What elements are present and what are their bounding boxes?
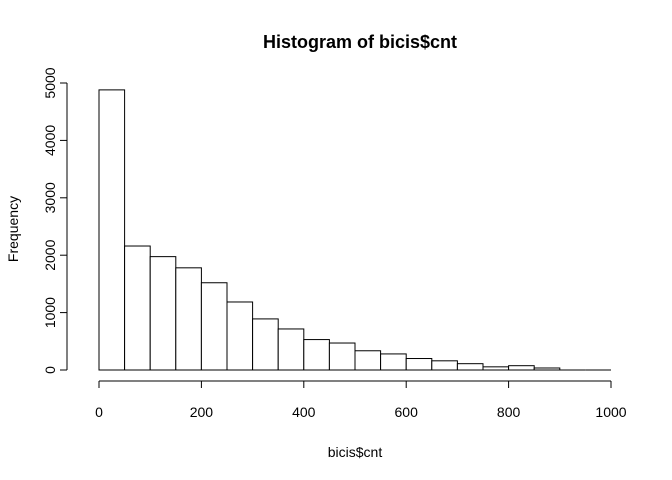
x-tick-label: 0 <box>95 404 103 420</box>
histogram-bar <box>303 339 330 371</box>
chart-title: Histogram of bicis$cnt <box>263 32 457 52</box>
histogram-bar <box>431 360 458 371</box>
histogram-bar <box>149 256 177 371</box>
x-tick-label: 200 <box>190 404 214 420</box>
y-tick-label: 1000 <box>42 297 58 328</box>
x-tick-label: 600 <box>395 404 419 420</box>
y-axis-label: Frequency <box>5 196 21 262</box>
x-tick-label: 400 <box>292 404 316 420</box>
y-tick-label: 3000 <box>42 182 58 213</box>
histogram-bar <box>277 328 305 371</box>
x-tick-label: 800 <box>497 404 521 420</box>
histogram-bar <box>456 363 484 371</box>
histogram-bar <box>380 353 407 371</box>
y-tick-label: 5000 <box>42 67 58 98</box>
y-axis: 0 1000 2000 3000 4000 5000 <box>42 67 68 374</box>
histogram-bar <box>328 342 356 371</box>
x-tick-label: 1000 <box>595 404 626 420</box>
histogram-bar <box>533 367 561 371</box>
histogram-bar <box>482 366 510 371</box>
histogram-bar <box>200 282 228 371</box>
x-axis: 0 200 400 600 800 1000 <box>95 380 627 420</box>
histogram-bar <box>405 358 433 371</box>
histogram-bar <box>226 301 254 371</box>
histogram-bar <box>124 245 151 371</box>
y-tick-label: 4000 <box>42 125 58 156</box>
histogram-bar <box>98 89 126 371</box>
y-tick-label: 0 <box>42 366 58 374</box>
x-axis-label: bicis$cnt <box>328 444 383 460</box>
histogram-bar <box>252 318 279 371</box>
histogram-bar <box>508 365 535 371</box>
histogram-bars <box>98 89 611 371</box>
y-tick-label: 2000 <box>42 239 58 270</box>
histogram-bar <box>175 267 202 371</box>
histogram-bar <box>354 350 382 371</box>
